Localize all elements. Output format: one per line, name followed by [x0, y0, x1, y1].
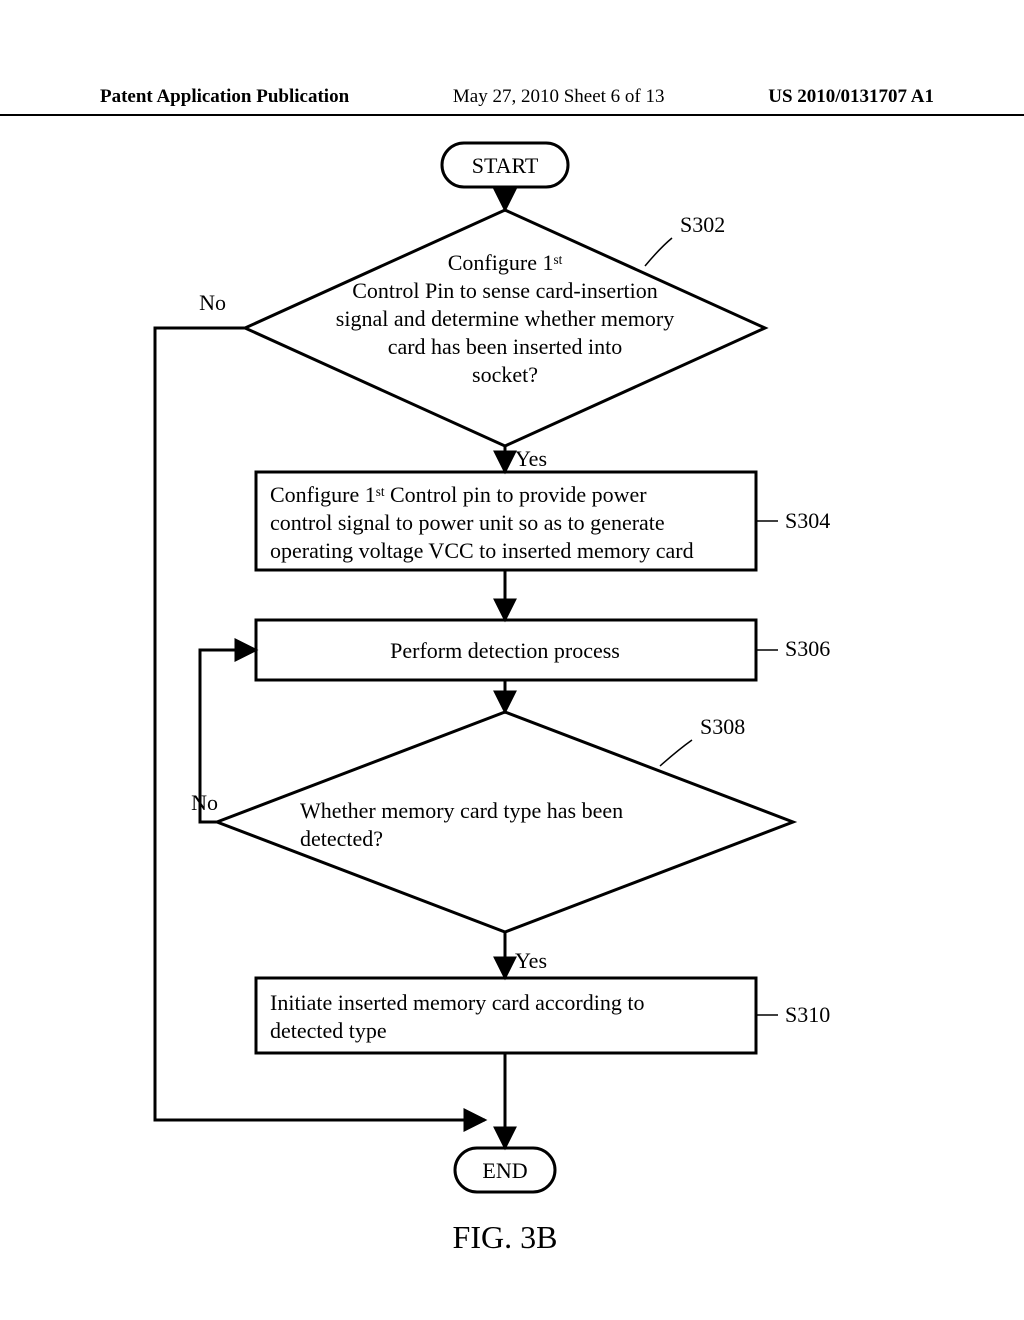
s310-line2: detected type: [270, 1018, 387, 1043]
s302-line2: Control Pin to sense card-insertion: [352, 278, 658, 303]
s302-no: No: [199, 290, 226, 315]
start-terminal: START: [442, 143, 568, 187]
page-header: Patent Application Publication May 27, 2…: [0, 86, 1024, 116]
s304-line2: control signal to power unit so as to ge…: [270, 510, 665, 535]
s304-line1: Configure 1st Control pin to provide pow…: [270, 482, 647, 507]
figure-label: FIG. 3B: [453, 1219, 558, 1255]
s302-ref: S302: [680, 212, 725, 237]
header-right: US 2010/0131707 A1: [768, 86, 934, 108]
s308-yes: Yes: [515, 948, 547, 973]
end-terminal: END: [455, 1148, 555, 1192]
s310-ref: S310: [785, 1002, 830, 1027]
s306-text: Perform detection process: [390, 638, 620, 663]
process-s306: Perform detection process: [256, 620, 756, 680]
s302-yes: Yes: [515, 446, 547, 471]
s306-ref: S306: [785, 636, 830, 661]
header-center: May 27, 2010 Sheet 6 of 13: [453, 86, 665, 108]
process-s310: Initiate inserted memory card according …: [256, 978, 756, 1053]
s308-ref: S308: [700, 714, 745, 739]
s304-line3: operating voltage VCC to inserted memory…: [270, 538, 694, 563]
s302-line3: signal and determine whether memory: [336, 306, 674, 331]
s308-line1: Whether memory card type has been: [300, 798, 623, 823]
s308-no: No: [191, 790, 218, 815]
s310-line1: Initiate inserted memory card according …: [270, 990, 644, 1015]
decision-s308: Whether memory card type has been detect…: [217, 712, 793, 932]
s304-ref: S304: [785, 508, 830, 533]
process-s304: Configure 1st Control pin to provide pow…: [256, 472, 756, 570]
header-left: Patent Application Publication: [100, 86, 349, 108]
end-label: END: [482, 1158, 527, 1183]
decision-s302: Configure 1st Control Pin to sense card-…: [245, 210, 765, 446]
s302-line5: socket?: [472, 362, 538, 387]
s308-line2: detected?: [300, 826, 383, 851]
s308-ref-leader: [660, 740, 692, 766]
s302-line1: Configure 1st: [448, 250, 563, 275]
s302-ref-leader: [645, 238, 672, 266]
start-label: START: [472, 153, 539, 178]
s302-line4: card has been inserted into: [388, 334, 623, 359]
flowchart-svg: START Configure 1st Control Pin to sense…: [0, 130, 1024, 1300]
